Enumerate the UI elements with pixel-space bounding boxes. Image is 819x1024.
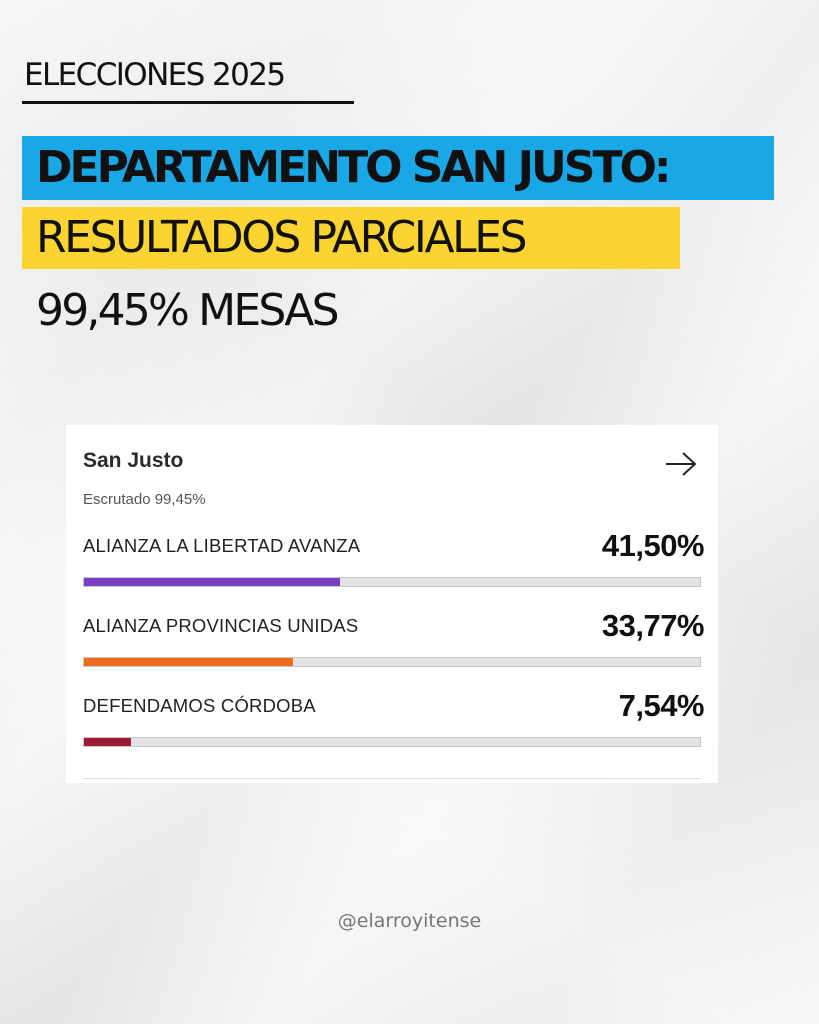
headline-line-3: 99,45% MESAS — [36, 285, 340, 336]
results-card: San Justo Escrutado 99,45% ALIANZA LA LI… — [66, 425, 718, 783]
title-highlight-yellow: RESULTADOS PARCIALES — [22, 207, 680, 269]
card-subtitle: Escrutado 99,45% — [83, 491, 206, 508]
kicker-underline — [22, 101, 354, 104]
party-percentage: 41,50% — [601, 528, 705, 563]
headline-line-2: RESULTADOS PARCIALES — [36, 212, 528, 263]
result-bar — [84, 738, 131, 746]
result-bar — [84, 658, 293, 666]
result-bar-track — [83, 657, 701, 667]
party-percentage: 33,77% — [601, 608, 705, 643]
party-label: DEFENDAMOS CÓRDOBA — [83, 695, 316, 716]
kicker-title: ELECCIONES 2025 — [24, 57, 286, 93]
result-bar-track — [83, 737, 701, 747]
headline-line-1: DEPARTAMENTO SAN JUSTO: — [36, 142, 671, 193]
party-label: ALIANZA PROVINCIAS UNIDAS — [83, 615, 359, 636]
party-label: ALIANZA LA LIBERTAD AVANZA — [83, 535, 361, 556]
result-bar-track — [83, 577, 701, 587]
result-bar — [84, 578, 341, 586]
social-handle: @elarroyitense — [337, 910, 482, 932]
arrow-right-icon[interactable] — [664, 451, 698, 477]
card-divider — [83, 778, 701, 779]
party-percentage: 7,54% — [618, 688, 705, 723]
title-highlight-blue: DEPARTAMENTO SAN JUSTO: — [22, 136, 774, 200]
card-title: San Justo — [83, 449, 184, 472]
